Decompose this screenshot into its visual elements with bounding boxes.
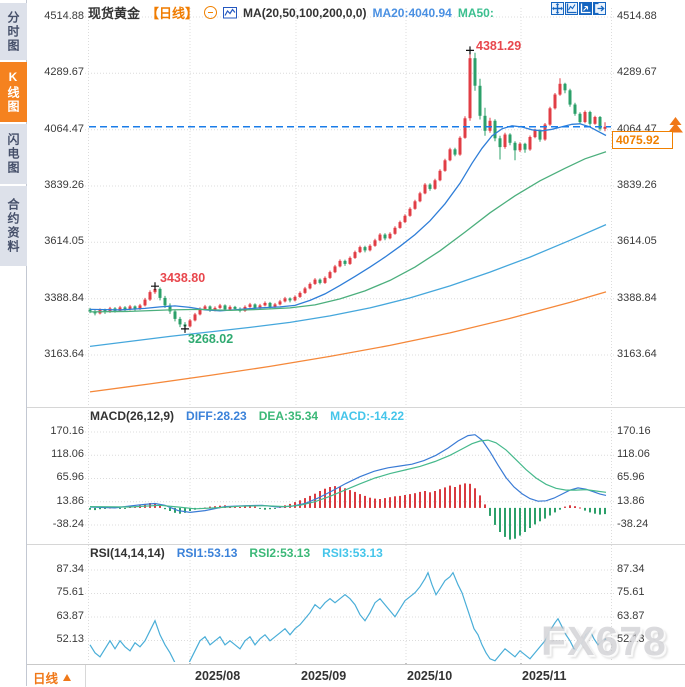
bottom-bar-separator xyxy=(85,665,86,687)
sidebar-tab-kline-chart[interactable]: K线图 xyxy=(0,62,27,122)
chart-toolbar xyxy=(551,2,606,15)
sidebar-tab-time-chart[interactable]: 分时图 xyxy=(0,3,27,60)
extreme-marker-icon xyxy=(151,282,159,291)
macd-group xyxy=(89,434,607,540)
auto-scale-icon[interactable] xyxy=(565,2,578,15)
period-tab-label: 日线 xyxy=(33,672,59,686)
x-axis-label: 2025/08 xyxy=(195,669,241,683)
macd-header: MACD(26,12,9) DIFF:28.23 DEA:35.34 MACD:… xyxy=(90,409,404,423)
rsi1-value: RSI1:53.13 xyxy=(176,546,238,560)
x-axis-label: 2025/11 xyxy=(522,669,567,683)
ma-settings-label: MA(20,50,100,200,0,0) xyxy=(243,5,367,20)
macd-hist-value: MACD:-14.22 xyxy=(330,409,405,423)
period-label: 【日线】 xyxy=(146,6,199,21)
chart-header: 现货黄金 【日线】 MA(20,50,100,200,0,0) MA20:404… xyxy=(88,3,494,22)
macd-name: MACD(26,12,9) xyxy=(90,409,175,423)
panel-separator xyxy=(27,544,685,545)
period-tab-daily[interactable]: 日线 xyxy=(33,668,72,687)
x-axis-label: 2025/09 xyxy=(301,669,347,683)
extreme-marker-icon xyxy=(466,46,474,55)
extreme-marker-icon xyxy=(181,324,189,333)
panel-separator xyxy=(27,407,685,408)
rsi2-value: RSI2:53.13 xyxy=(249,546,311,560)
ma-lines-group xyxy=(89,123,607,393)
rsi-name: RSI(14,14,14) xyxy=(90,546,165,560)
ma20-value: MA20:4040.94 xyxy=(372,5,452,20)
sidebar-tab-contract-info[interactable]: 合约资料 xyxy=(0,186,27,266)
sidebar-tab-lightning-chart[interactable]: 闪电图 xyxy=(0,124,27,184)
axis-zoom-icon[interactable] xyxy=(579,2,592,15)
rsi-group xyxy=(89,571,607,662)
triangle-up-icon xyxy=(63,674,72,681)
pan-crosshair-icon[interactable] xyxy=(551,2,564,15)
price-arrow-icon xyxy=(668,117,683,133)
current-price-badge: 4075.92 xyxy=(612,131,673,149)
left-sidebar: 分时图 K线图 闪电图 合约资料 xyxy=(0,0,27,686)
rsi-header: RSI(14,14,14) RSI1:53.13 RSI2:53.13 RSI3… xyxy=(90,546,383,560)
macd-dea-value: DEA:35.34 xyxy=(258,409,319,423)
macd-diff-value: DIFF:28.23 xyxy=(186,409,247,423)
exit-chart-icon[interactable] xyxy=(593,2,606,15)
bottom-bar: 日线 2025/08 2025/09 2025/10 2025/11 xyxy=(27,664,685,687)
rsi3-value: RSI3:53.13 xyxy=(322,546,383,560)
collapse-icon[interactable] xyxy=(204,6,218,19)
x-axis-label: 2025/10 xyxy=(407,669,453,683)
ma50-value: MA50: xyxy=(457,5,494,20)
candles-group xyxy=(88,50,607,329)
symbol-name: 现货黄金 xyxy=(88,6,141,21)
mini-chart-icon[interactable] xyxy=(223,6,238,19)
